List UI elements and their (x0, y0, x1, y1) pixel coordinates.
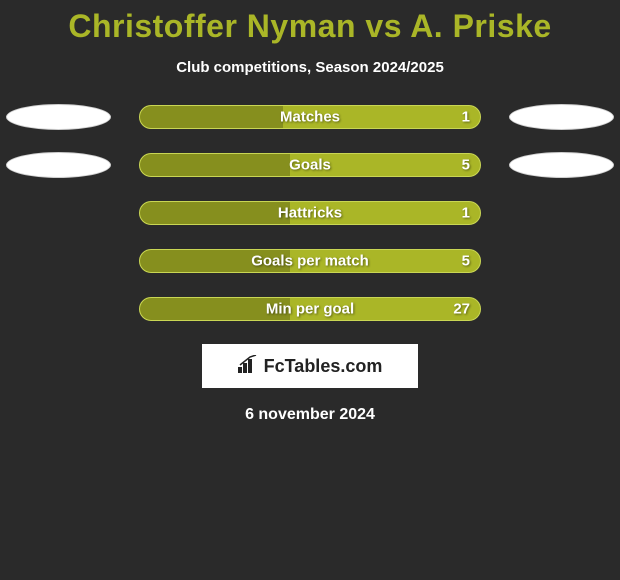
oval-spacer (509, 296, 614, 322)
stat-bar-fill (140, 106, 283, 128)
stat-bar-value: 27 (453, 301, 470, 318)
stat-row: Matches 1 (0, 104, 620, 130)
stat-bar-fill (140, 154, 290, 176)
oval-spacer (6, 248, 111, 274)
chart-icon (238, 355, 260, 378)
page-title: Christoffer Nyman vs A. Priske (0, 8, 620, 45)
stat-bar-value: 1 (462, 205, 470, 222)
stat-bar-value: 1 (462, 109, 470, 126)
stat-row: Goals 5 (0, 152, 620, 178)
stat-bar-value: 5 (462, 253, 470, 270)
stat-bar: Goals per match 5 (139, 249, 481, 273)
player-oval-left (6, 152, 111, 178)
stat-bar-label: Min per goal (266, 301, 354, 318)
logo-text: FcTables.com (264, 356, 383, 377)
stat-bar: Matches 1 (139, 105, 481, 129)
stat-bar: Goals 5 (139, 153, 481, 177)
date-text: 6 november 2024 (0, 406, 620, 424)
logo-box: FcTables.com (202, 344, 418, 388)
stat-bar-label: Goals (289, 157, 331, 174)
stat-bar-label: Hattricks (278, 205, 342, 222)
bars-container: Matches 1 Goals 5 Hattricks 1 Goals per match 5… (0, 104, 620, 322)
stat-bar-label: Goals per match (251, 253, 369, 270)
stat-row: Hattricks 1 (0, 200, 620, 226)
stat-bar-fill (140, 202, 290, 224)
stat-bar: Min per goal 27 (139, 297, 481, 321)
player-oval-right (509, 152, 614, 178)
oval-spacer (509, 200, 614, 226)
subtitle: Club competitions, Season 2024/2025 (0, 59, 620, 76)
oval-spacer (6, 200, 111, 226)
stat-bar-label: Matches (280, 109, 340, 126)
stat-bar-value: 5 (462, 157, 470, 174)
stat-row: Min per goal 27 (0, 296, 620, 322)
stat-row: Goals per match 5 (0, 248, 620, 274)
player-oval-right (509, 104, 614, 130)
oval-spacer (6, 296, 111, 322)
oval-spacer (509, 248, 614, 274)
player-oval-left (6, 104, 111, 130)
stat-bar: Hattricks 1 (139, 201, 481, 225)
